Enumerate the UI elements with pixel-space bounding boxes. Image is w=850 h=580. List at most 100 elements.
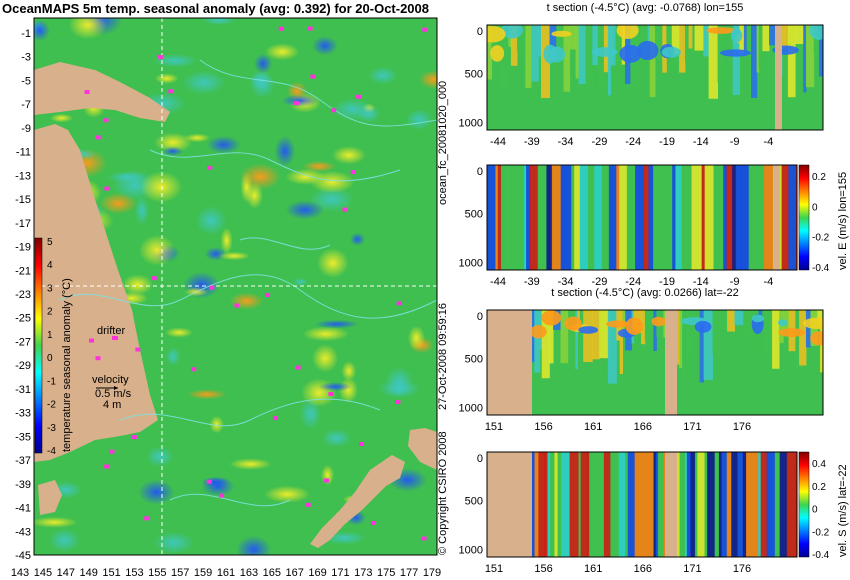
section-y-tick: 1000 bbox=[459, 258, 483, 270]
velocity-scale: 4 m bbox=[103, 399, 121, 411]
section-anomaly bbox=[548, 46, 566, 63]
section-stripe bbox=[549, 25, 557, 52]
anomaly-patch bbox=[285, 200, 325, 220]
section-stripe bbox=[625, 452, 629, 557]
section-stripe bbox=[550, 452, 555, 557]
section-land bbox=[665, 310, 677, 415]
drifter-marker bbox=[95, 135, 101, 140]
australia bbox=[34, 124, 158, 462]
section-stripe bbox=[743, 25, 748, 54]
section-stripe bbox=[578, 25, 587, 85]
velocity-colorbar-label: vel. S (m/s) lat=-22 bbox=[837, 464, 849, 557]
section-stripe bbox=[615, 25, 623, 67]
section-stripe bbox=[766, 452, 776, 557]
section-y-tick: 1000 bbox=[459, 403, 483, 415]
drifter-marker bbox=[265, 293, 271, 298]
section-anomaly bbox=[564, 316, 582, 331]
drifter-marker bbox=[307, 26, 313, 31]
anomaly-patch bbox=[34, 19, 50, 42]
section-x-tick: 151 bbox=[485, 563, 503, 575]
section-stripe bbox=[647, 25, 651, 42]
section-stripe bbox=[703, 310, 714, 380]
section-stripe bbox=[674, 452, 681, 557]
velocity-colorbar-tick: 0.2 bbox=[812, 172, 826, 183]
section-y-tick: 0 bbox=[477, 311, 483, 323]
section-anomaly bbox=[661, 46, 681, 58]
drifter-marker bbox=[191, 367, 197, 372]
section-stripe bbox=[661, 310, 664, 384]
drifter-marker bbox=[89, 338, 95, 343]
anomaly-patch bbox=[292, 277, 309, 286]
section-stripe bbox=[562, 165, 572, 270]
velocity-arrowhead bbox=[114, 386, 118, 390]
lon-tick-label: 145 bbox=[34, 567, 52, 579]
map-contours bbox=[59, 59, 437, 507]
section-stripe bbox=[741, 165, 750, 270]
colorbar-tick-label: 0 bbox=[47, 353, 53, 364]
section-stripe bbox=[557, 452, 562, 557]
section-stripe bbox=[621, 25, 626, 65]
lon-tick-label: 159 bbox=[194, 567, 212, 579]
section-stripe bbox=[538, 452, 545, 557]
section-stripe bbox=[786, 452, 796, 557]
anomaly-patch bbox=[34, 516, 78, 528]
anomaly-patch bbox=[154, 73, 179, 84]
section-stripe bbox=[799, 310, 807, 366]
section-stripe bbox=[758, 25, 763, 69]
section-stripe bbox=[684, 25, 690, 63]
section-y-tick: 0 bbox=[477, 26, 483, 38]
section-anomaly bbox=[541, 310, 562, 326]
section-stripe bbox=[655, 452, 659, 557]
section-stripe bbox=[679, 25, 686, 73]
section-stripe bbox=[704, 452, 708, 557]
velocity-colorbar bbox=[798, 164, 810, 271]
anomaly-patch bbox=[165, 327, 193, 338]
section-stripe bbox=[560, 165, 564, 270]
section-stripe bbox=[760, 452, 768, 557]
section-stripe bbox=[653, 310, 657, 351]
section-stripe bbox=[653, 452, 657, 557]
section-stripe bbox=[583, 310, 593, 362]
section-stripe bbox=[795, 165, 797, 270]
section-land bbox=[665, 452, 677, 557]
section-stripe bbox=[497, 165, 502, 270]
section-x-tick: -24 bbox=[625, 136, 641, 148]
anomaly-patch bbox=[264, 43, 300, 61]
colorbar-label: temperature seasonal anomaly (°C) bbox=[61, 278, 73, 452]
section-stripe bbox=[547, 452, 551, 557]
section-stripe bbox=[574, 165, 581, 270]
section-stripe bbox=[691, 165, 700, 270]
section-land bbox=[487, 452, 532, 557]
timestamp-label: 27-Oct-2008 09:59:16 bbox=[437, 303, 449, 410]
section-stripe bbox=[795, 25, 804, 45]
anomaly-patch bbox=[236, 535, 272, 555]
lat-tick-label: -29 bbox=[15, 360, 31, 372]
section-x-tick: -44 bbox=[490, 136, 506, 148]
section-stripe bbox=[707, 452, 716, 557]
section-title: t section (-4.5°C) (avg: -0.0768) lon=15… bbox=[547, 2, 744, 14]
section-stripe bbox=[530, 25, 539, 82]
section-stripe bbox=[575, 310, 578, 370]
section-stripe bbox=[524, 165, 527, 270]
section-stripe bbox=[788, 165, 796, 270]
velocity-colorbar-tick: 0.4 bbox=[812, 459, 826, 470]
section-stripe bbox=[525, 25, 532, 89]
section-stripe bbox=[672, 165, 676, 270]
anomaly-patch bbox=[134, 196, 150, 226]
section-stripe bbox=[596, 452, 605, 557]
section-y-tick: 0 bbox=[477, 166, 483, 178]
drifter-marker bbox=[104, 186, 110, 191]
section-stripe bbox=[644, 310, 654, 342]
section-stripe bbox=[713, 165, 717, 270]
drifter-marker bbox=[144, 516, 150, 521]
section-stripe bbox=[805, 310, 811, 348]
drifter-marker bbox=[109, 449, 115, 454]
lon-tick-label: 163 bbox=[240, 567, 258, 579]
section-stripe bbox=[540, 25, 551, 99]
anomaly-patch bbox=[181, 70, 227, 95]
section-stripe bbox=[774, 452, 781, 557]
section-stripe bbox=[608, 165, 617, 270]
anomaly-patch bbox=[195, 205, 227, 236]
section-stripe bbox=[681, 310, 686, 378]
anomaly-patch bbox=[377, 380, 421, 398]
